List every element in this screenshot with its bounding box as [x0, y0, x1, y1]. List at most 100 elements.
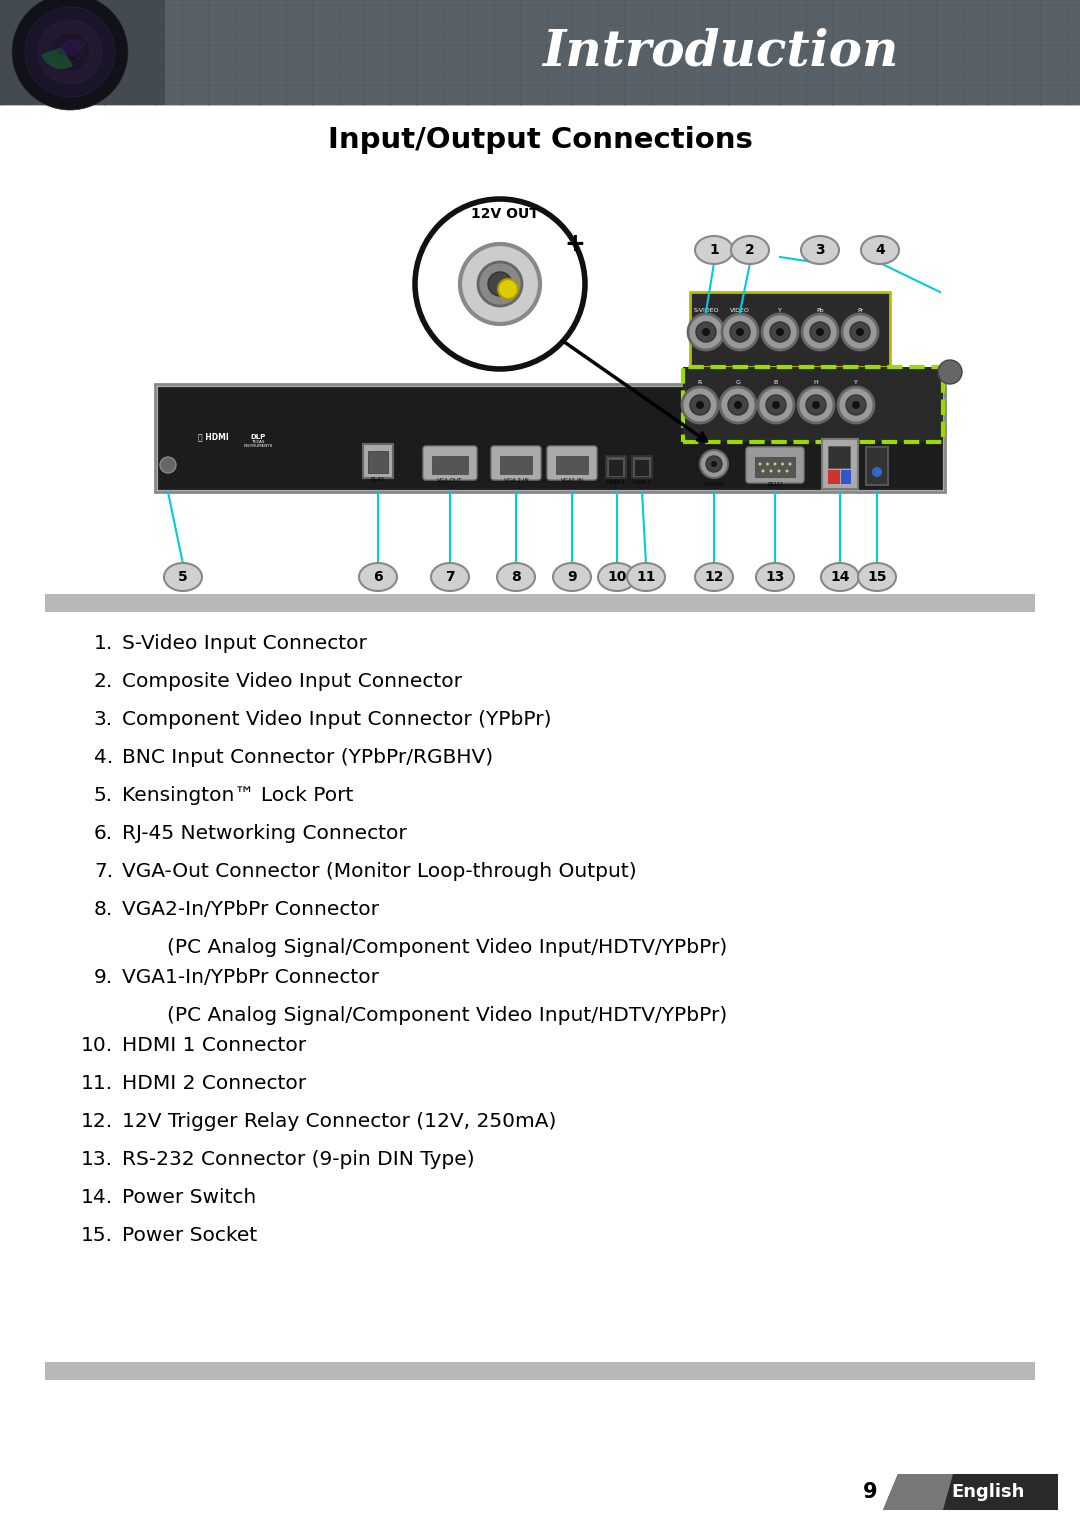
Text: Pr: Pr — [856, 308, 863, 313]
FancyBboxPatch shape — [423, 446, 477, 480]
Text: 14: 14 — [831, 570, 850, 584]
Text: 12: 12 — [704, 570, 724, 584]
Circle shape — [806, 395, 826, 415]
Circle shape — [812, 401, 820, 409]
Text: 9: 9 — [863, 1481, 878, 1501]
Text: 5.: 5. — [94, 786, 113, 804]
Text: S-VIDEO: S-VIDEO — [693, 308, 719, 313]
Ellipse shape — [497, 562, 535, 591]
Text: 8: 8 — [511, 570, 521, 584]
Circle shape — [720, 388, 756, 423]
Text: 1.: 1. — [94, 634, 113, 653]
Circle shape — [872, 467, 882, 476]
Circle shape — [728, 395, 748, 415]
Ellipse shape — [861, 236, 899, 264]
FancyBboxPatch shape — [746, 447, 804, 483]
FancyBboxPatch shape — [158, 388, 942, 489]
Text: 9: 9 — [567, 570, 577, 584]
Text: HDMI 1: HDMI 1 — [633, 481, 651, 486]
Circle shape — [778, 469, 781, 472]
Text: 2: 2 — [745, 244, 755, 257]
Text: 2.: 2. — [94, 673, 113, 691]
Circle shape — [38, 20, 102, 84]
Circle shape — [723, 314, 758, 349]
FancyBboxPatch shape — [755, 457, 795, 476]
Text: 3: 3 — [815, 244, 825, 257]
FancyBboxPatch shape — [828, 470, 840, 484]
Wedge shape — [57, 38, 86, 57]
Text: English: English — [951, 1483, 1025, 1501]
Circle shape — [734, 401, 742, 409]
FancyBboxPatch shape — [690, 293, 890, 368]
Ellipse shape — [821, 562, 859, 591]
Circle shape — [478, 262, 522, 306]
FancyBboxPatch shape — [632, 457, 652, 478]
Circle shape — [696, 322, 716, 342]
Text: TEXAS
INSTRUMENTS: TEXAS INSTRUMENTS — [243, 440, 272, 449]
Circle shape — [762, 314, 798, 349]
Circle shape — [816, 328, 824, 336]
Circle shape — [850, 322, 870, 342]
Wedge shape — [41, 47, 73, 69]
Circle shape — [688, 314, 724, 349]
FancyBboxPatch shape — [45, 1362, 1035, 1380]
Text: VIDEO: VIDEO — [730, 308, 750, 313]
Text: HDMI 2: HDMI 2 — [607, 481, 625, 486]
FancyBboxPatch shape — [45, 594, 1035, 611]
Circle shape — [700, 450, 728, 478]
Text: 7.: 7. — [94, 863, 113, 881]
Text: 8.: 8. — [94, 899, 113, 919]
Text: HDMI 1 Connector: HDMI 1 Connector — [122, 1036, 306, 1056]
Circle shape — [498, 279, 518, 299]
Text: Composite Video Input Connector: Composite Video Input Connector — [122, 673, 462, 691]
FancyBboxPatch shape — [866, 447, 888, 486]
FancyBboxPatch shape — [546, 446, 597, 480]
Text: 13.: 13. — [81, 1151, 113, 1169]
Text: 15.: 15. — [81, 1226, 113, 1246]
Circle shape — [50, 32, 90, 72]
Circle shape — [415, 199, 585, 369]
Circle shape — [696, 401, 704, 409]
Circle shape — [488, 273, 512, 296]
Circle shape — [781, 463, 784, 466]
Text: 4: 4 — [875, 244, 885, 257]
Ellipse shape — [553, 562, 591, 591]
Circle shape — [12, 0, 129, 110]
Text: 6.: 6. — [94, 824, 113, 843]
Text: RJ-45 Networking Connector: RJ-45 Networking Connector — [122, 824, 407, 843]
Text: 5: 5 — [178, 570, 188, 584]
Text: Y: Y — [778, 308, 782, 313]
Circle shape — [761, 469, 765, 472]
FancyBboxPatch shape — [156, 385, 945, 492]
Text: DLP: DLP — [251, 434, 266, 440]
Circle shape — [758, 463, 761, 466]
Text: RS-232 Connector (9-pin DIN Type): RS-232 Connector (9-pin DIN Type) — [122, 1151, 474, 1169]
Text: (PC Analog Signal/Component Video Input/HDTV/YPbPr): (PC Analog Signal/Component Video Input/… — [167, 938, 727, 958]
Circle shape — [160, 457, 176, 473]
Text: VGA2-In/YPbPr Connector: VGA2-In/YPbPr Connector — [122, 899, 379, 919]
Ellipse shape — [627, 562, 665, 591]
Text: 11: 11 — [636, 570, 656, 584]
Text: Pb: Pb — [816, 308, 824, 313]
Polygon shape — [883, 1474, 1058, 1511]
Text: Introduction: Introduction — [542, 28, 899, 77]
Circle shape — [25, 8, 114, 97]
FancyBboxPatch shape — [0, 0, 1080, 106]
Text: 12V Trigger Relay Connector (12V, 250mA): 12V Trigger Relay Connector (12V, 250mA) — [122, 1112, 556, 1131]
Ellipse shape — [801, 236, 839, 264]
Text: VGA-Out Connector (Monitor Loop-through Output): VGA-Out Connector (Monitor Loop-through … — [122, 863, 636, 881]
Text: 3.: 3. — [94, 709, 113, 729]
Text: 7: 7 — [445, 570, 455, 584]
Text: R: R — [698, 380, 702, 386]
Circle shape — [711, 461, 717, 467]
Circle shape — [766, 395, 786, 415]
Circle shape — [730, 322, 750, 342]
Text: 4.: 4. — [94, 748, 113, 768]
Circle shape — [706, 457, 723, 472]
Circle shape — [788, 463, 792, 466]
FancyBboxPatch shape — [828, 446, 850, 467]
Text: 11.: 11. — [81, 1074, 113, 1092]
Circle shape — [769, 469, 772, 472]
FancyBboxPatch shape — [635, 460, 649, 476]
FancyBboxPatch shape — [0, 0, 165, 106]
